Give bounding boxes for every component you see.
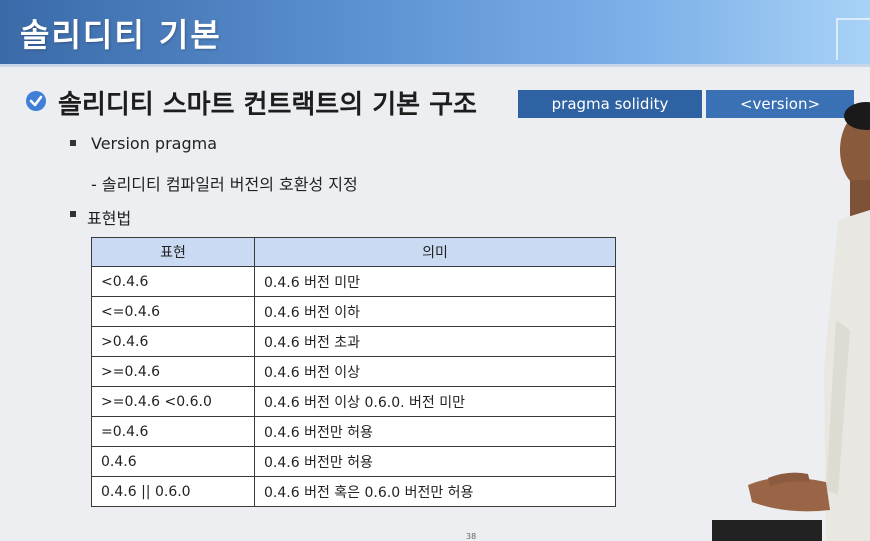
page-number: 38 bbox=[466, 532, 477, 541]
table-header-row: 표현 의미 bbox=[91, 237, 616, 267]
table-cell-meaning: 0.4.6 버전 미만 bbox=[254, 266, 616, 297]
table-cell-meaning: 0.4.6 버전 이상 0.6.0. 버전 미만 bbox=[254, 386, 616, 417]
bullet-version-pragma: Version pragma bbox=[91, 134, 218, 153]
table-cell-meaning: 0.4.6 버전 이상 bbox=[254, 356, 616, 387]
check-circle-icon bbox=[26, 91, 46, 111]
section-heading: 솔리디티 스마트 컨트랙트의 기본 구조 bbox=[58, 90, 477, 120]
table-row: 0.4.6 0.4.6 버전만 허용 bbox=[91, 446, 616, 477]
sub-bullet-compat: - 솔리디티 컴파일러 버전의 호환성 지정 bbox=[91, 175, 358, 194]
table-row: >0.4.6 0.4.6 버전 초과 bbox=[91, 326, 616, 357]
table-row: >=0.4.6 0.4.6 버전 이상 bbox=[91, 356, 616, 387]
table-cell-expression: >0.4.6 bbox=[91, 326, 255, 357]
version-expression-table: 표현 의미 <0.4.6 0.4.6 버전 미만 <=0.4.6 0.4.6 버… bbox=[91, 237, 616, 507]
desk-object bbox=[712, 520, 822, 541]
square-bullet-icon bbox=[70, 211, 76, 217]
table-cell-expression: 0.4.6 bbox=[91, 446, 255, 477]
column-header-expression: 표현 bbox=[91, 237, 255, 267]
slide-header-bar: 솔리디티 기본 bbox=[0, 0, 870, 64]
slide-title: 솔리디티 기본 bbox=[20, 16, 222, 54]
table-cell-meaning: 0.4.6 버전만 허용 bbox=[254, 416, 616, 447]
table-cell-meaning: 0.4.6 버전 이하 bbox=[254, 296, 616, 327]
table-cell-expression: <0.4.6 bbox=[91, 266, 255, 297]
bullet-notation: 표현법 bbox=[87, 209, 132, 228]
table-row: 0.4.6 || 0.6.0 0.4.6 버전 혹은 0.6.0 버전만 허용 bbox=[91, 476, 616, 507]
presenter-figure bbox=[748, 102, 870, 541]
table-cell-meaning: 0.4.6 버전 초과 bbox=[254, 326, 616, 357]
table-cell-expression: =0.4.6 bbox=[91, 416, 255, 447]
header-corner-decoration bbox=[836, 18, 870, 60]
table-cell-meaning: 0.4.6 버전만 허용 bbox=[254, 446, 616, 477]
table-cell-expression: >=0.4.6 <0.6.0 bbox=[91, 386, 255, 417]
table-row: =0.4.6 0.4.6 버전만 허용 bbox=[91, 416, 616, 447]
version-placeholder-tag: <version> bbox=[706, 90, 854, 118]
table-cell-expression: <=0.4.6 bbox=[91, 296, 255, 327]
table-cell-expression: >=0.4.6 bbox=[91, 356, 255, 387]
header-divider bbox=[0, 64, 870, 67]
column-header-meaning: 의미 bbox=[254, 237, 616, 267]
table-row: <=0.4.6 0.4.6 버전 이하 bbox=[91, 296, 616, 327]
table-row: >=0.4.6 <0.6.0 0.4.6 버전 이상 0.6.0. 버전 미만 bbox=[91, 386, 616, 417]
table-cell-expression: 0.4.6 || 0.6.0 bbox=[91, 476, 255, 507]
table-row: <0.4.6 0.4.6 버전 미만 bbox=[91, 266, 616, 297]
table-cell-meaning: 0.4.6 버전 혹은 0.6.0 버전만 허용 bbox=[254, 476, 616, 507]
square-bullet-icon bbox=[70, 140, 76, 146]
pragma-keyword-tag: pragma solidity bbox=[518, 90, 702, 118]
